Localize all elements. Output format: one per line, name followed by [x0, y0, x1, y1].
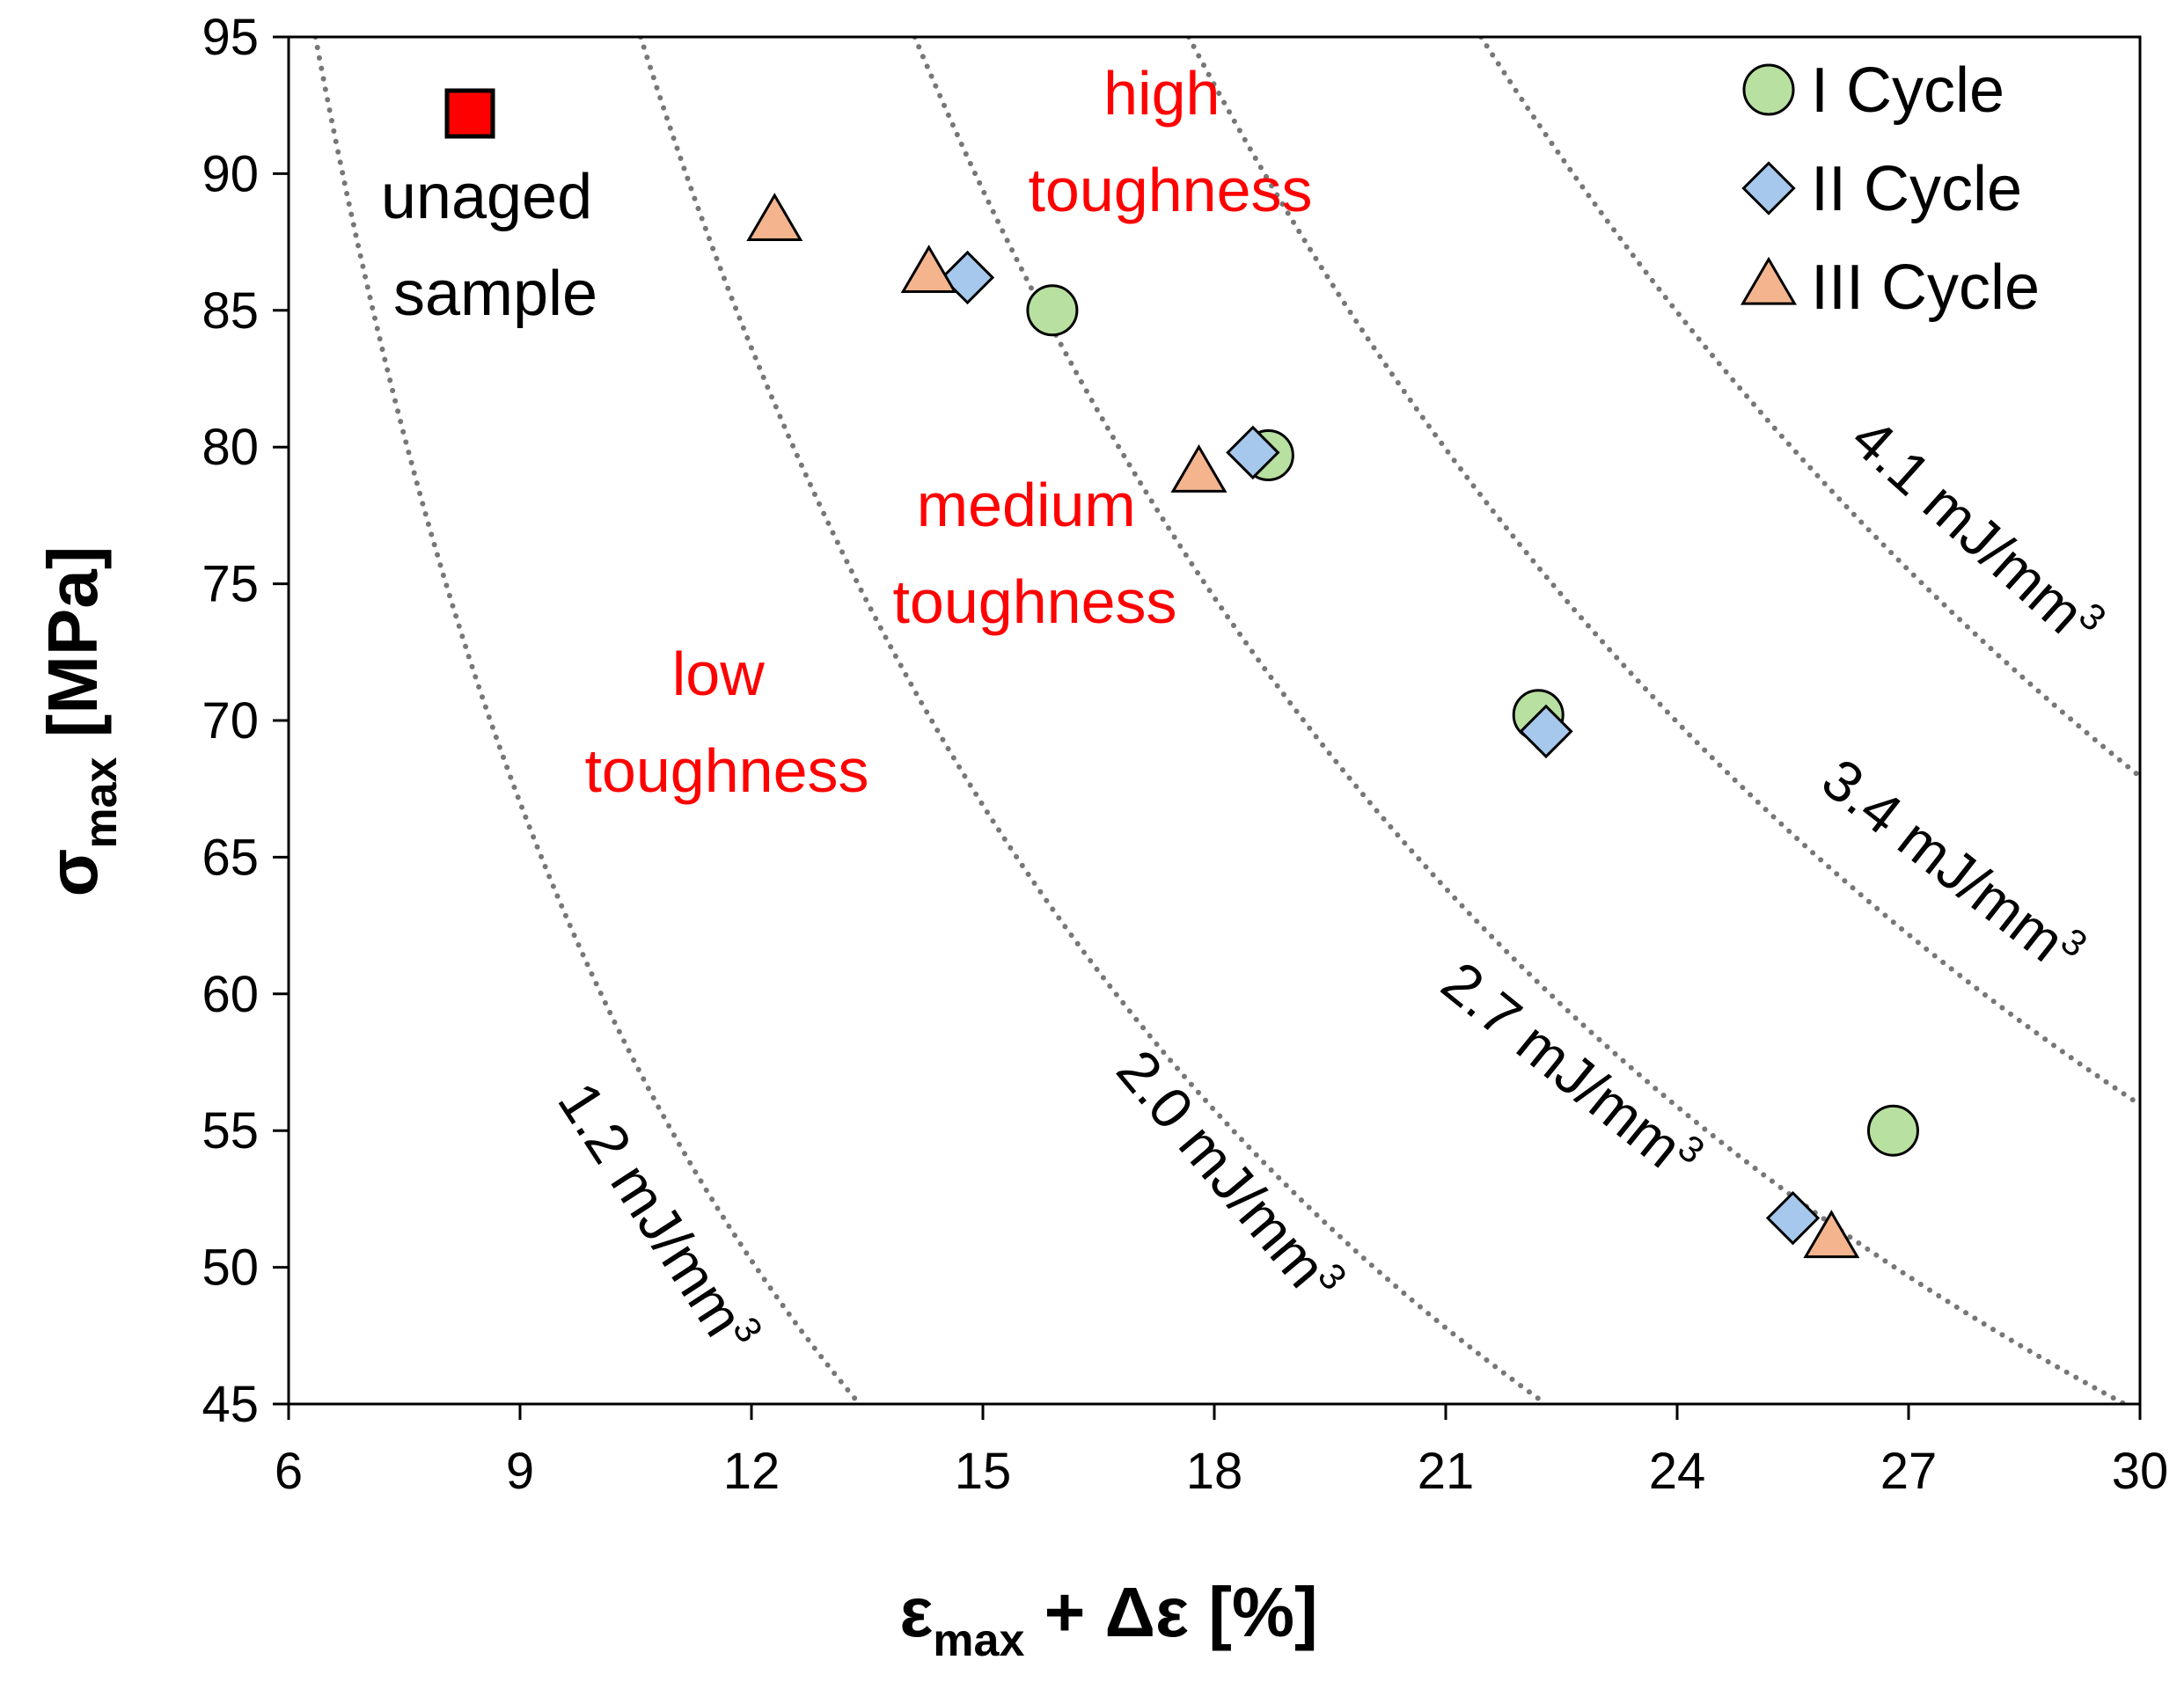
y-tick-label: 75	[202, 556, 259, 613]
legend-marker-iii-cycle	[1740, 256, 1798, 305]
x-tick-label: 27	[1880, 1443, 1938, 1500]
legend: I Cycle II Cycle III Cycle	[1740, 55, 2040, 323]
y-tick-label: 70	[202, 692, 259, 750]
data-point-ii-cycle	[940, 250, 995, 305]
region-low-line2: toughness	[584, 736, 868, 805]
x-tick-label: 30	[2112, 1443, 2169, 1500]
data-point-iii-cycle	[1170, 444, 1228, 493]
y-axis-title: σmax [MPa]	[33, 546, 127, 897]
region-low-label: low toughness	[584, 640, 868, 805]
unaged-sample-square	[444, 88, 495, 139]
data-point-i-cycle	[1866, 1104, 1919, 1157]
data-points	[746, 193, 1919, 1259]
x-axis-symbol: ε	[899, 1573, 933, 1651]
legend-label-ii-cycle: II Cycle	[1811, 154, 2022, 224]
region-high-label: high toughness	[1028, 59, 1312, 224]
y-axis-suffix: [MPa]	[33, 546, 112, 757]
isoline-curve	[1185, 37, 2140, 1108]
data-point-ii-cycle	[1765, 1190, 1821, 1246]
x-tick-label: 18	[1186, 1443, 1243, 1500]
y-axis-subscript: max	[76, 757, 127, 849]
x-tick-label: 12	[723, 1443, 781, 1500]
region-medium-line2: toughness	[892, 567, 1176, 636]
x-axis-title: εmax + Δε [%]	[899, 1573, 1317, 1666]
region-low-line1: low	[672, 640, 765, 708]
y-tick-label: 65	[202, 829, 259, 886]
region-high-line2: toughness	[1028, 156, 1312, 224]
data-point-ii-cycle	[1519, 704, 1573, 759]
isoline-curve	[312, 37, 862, 1404]
data-point-iii-cycle	[900, 245, 957, 294]
region-medium-line1: medium	[917, 471, 1136, 539]
isoline-curve	[638, 37, 1549, 1404]
isoline-curve	[1478, 37, 2140, 780]
y-tick-label: 55	[202, 1102, 259, 1159]
y-tick-label: 95	[202, 9, 259, 66]
legend-label-i-cycle: I Cycle	[1811, 55, 2004, 126]
legend-marker-i-cycle	[1742, 63, 1795, 116]
isoline-label-2-7: 2.7 mJ/mm3	[1430, 946, 1712, 1193]
data-point-i-cycle	[1026, 284, 1079, 337]
x-tick-label: 15	[955, 1443, 1012, 1500]
y-axis: 45 50 55 60 65 70 75 80 85 90 95	[202, 9, 289, 1433]
unaged-sample-line1: unaged	[381, 162, 592, 232]
isoline-label-3-4: 3.4 mJ/mm3	[1810, 743, 2095, 987]
y-tick-label: 60	[202, 966, 259, 1023]
y-tick-label: 45	[202, 1376, 259, 1433]
data-point-ii-cycle	[1226, 425, 1280, 480]
unaged-sample-line2: sample	[393, 259, 597, 329]
x-axis-subscript: max	[933, 1615, 1024, 1666]
isoline-curve	[912, 37, 2128, 1404]
isoline-group	[312, 37, 2140, 1404]
isoline-label-4-1: 4.1 mJ/mm3	[1840, 402, 2114, 659]
y-tick-label: 80	[202, 419, 259, 476]
x-axis: 6 9 12 15 18 21 24 27 30	[275, 1404, 2168, 1500]
x-tick-label: 24	[1649, 1443, 1706, 1500]
unaged-sample-marker	[444, 88, 495, 139]
unaged-sample-label: unaged sample	[381, 162, 610, 329]
legend-label-iii-cycle: III Cycle	[1811, 252, 2040, 323]
data-point-iii-cycle	[1803, 1210, 1860, 1259]
region-high-line1: high	[1103, 59, 1220, 128]
y-tick-label: 90	[202, 145, 259, 202]
data-point-iii-cycle	[746, 193, 803, 241]
y-tick-label: 85	[202, 282, 259, 340]
x-tick-label: 6	[275, 1443, 303, 1500]
y-axis-symbol: σ	[33, 849, 112, 897]
x-tick-label: 9	[506, 1443, 534, 1500]
y-tick-label: 50	[202, 1240, 259, 1297]
x-axis-suffix: + Δε [%]	[1024, 1573, 1317, 1651]
x-tick-label: 21	[1418, 1443, 1475, 1500]
isoline-label-1-2: 1.2 mJ/mm3	[546, 1069, 771, 1364]
isoline-label-2-0: 2.0 mJ/mm3	[1104, 1035, 1355, 1315]
region-medium-label: medium toughness	[892, 471, 1176, 636]
legend-marker-ii-cycle	[1741, 161, 1796, 216]
